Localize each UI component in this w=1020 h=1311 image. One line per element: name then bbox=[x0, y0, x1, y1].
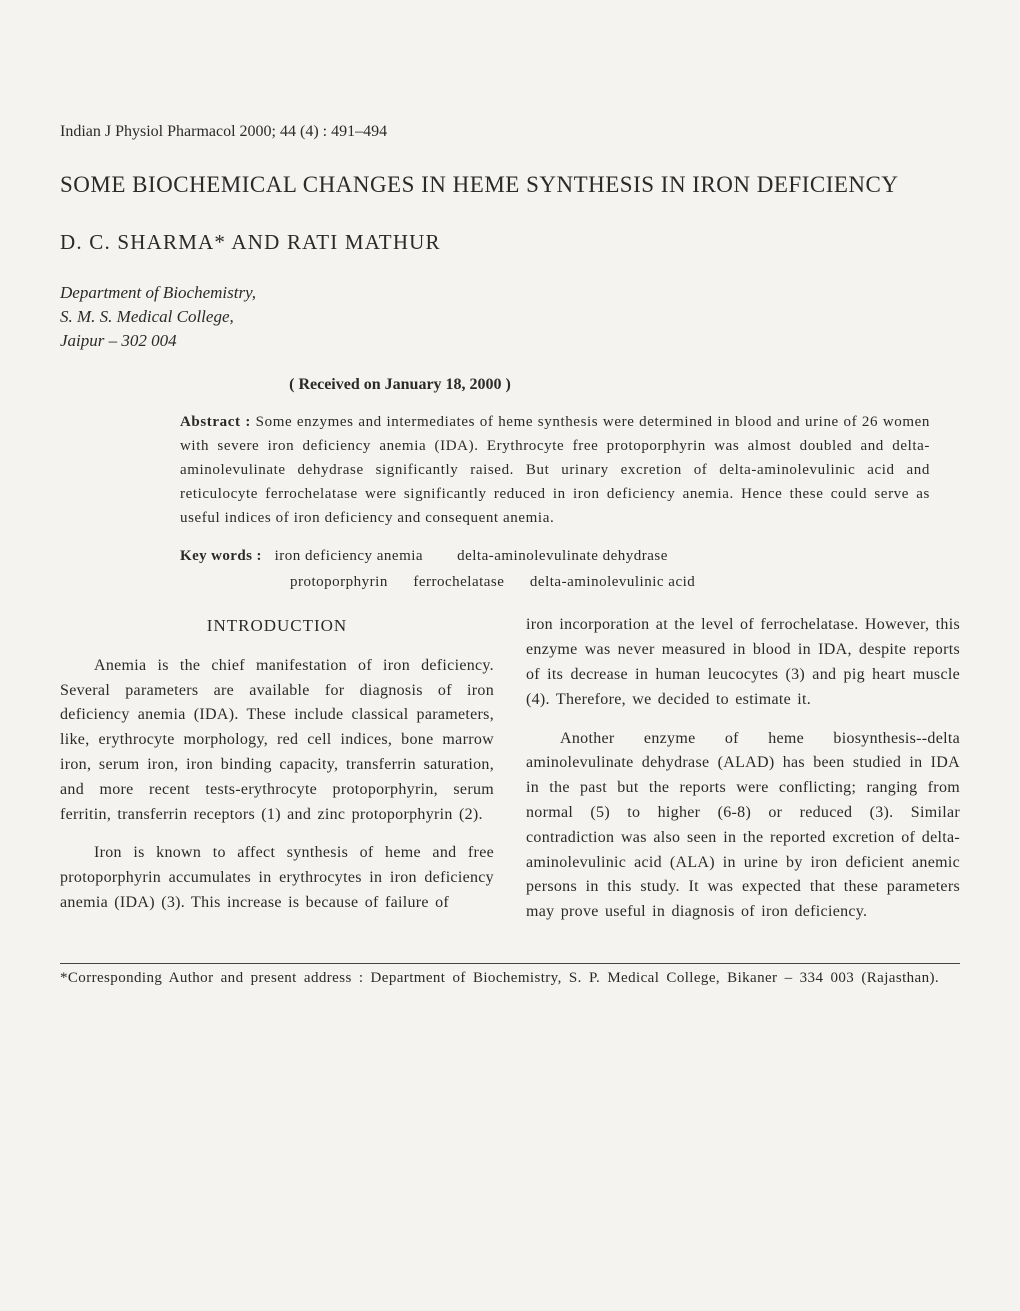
paragraph: iron incorporation at the level of ferro… bbox=[526, 613, 960, 712]
affiliation-line: Jaipur – 302 004 bbox=[60, 329, 960, 353]
paragraph: Anemia is the chief manifestation of iro… bbox=[60, 654, 494, 828]
paragraph: Iron is known to affect synthesis of hem… bbox=[60, 841, 494, 915]
article-title: SOME BIOCHEMICAL CHANGES IN HEME SYNTHES… bbox=[60, 169, 960, 200]
keywords-line2: protoporphyrin ferrochelatase delta-amin… bbox=[290, 570, 695, 596]
body-columns: INTRODUCTION Anemia is the chief manifes… bbox=[60, 613, 960, 939]
right-column: iron incorporation at the level of ferro… bbox=[526, 613, 960, 939]
paragraph: Another enzyme of heme biosynthesis--del… bbox=[526, 727, 960, 925]
abstract: Abstract : Some enzymes and intermediate… bbox=[180, 410, 930, 530]
abstract-text: Some enzymes and intermediates of heme s… bbox=[180, 414, 930, 526]
page: Indian J Physiol Pharmacol 2000; 44 (4) … bbox=[0, 0, 1020, 1311]
footnote-rule bbox=[60, 963, 960, 964]
corresponding-author-footnote: *Corresponding Author and present addres… bbox=[60, 970, 960, 987]
affiliation-line: Department of Biochemistry, bbox=[60, 281, 960, 305]
keywords: Key words : iron deficiency anemia delta… bbox=[180, 544, 930, 595]
section-heading-introduction: INTRODUCTION bbox=[60, 613, 494, 639]
affiliation-line: S. M. S. Medical College, bbox=[60, 305, 960, 329]
keywords-label: Key words : bbox=[180, 548, 262, 564]
authors: D. C. SHARMA* AND RATI MATHUR bbox=[60, 230, 960, 255]
affiliation: Department of Biochemistry, S. M. S. Med… bbox=[60, 281, 960, 352]
journal-reference: Indian J Physiol Pharmacol 2000; 44 (4) … bbox=[60, 123, 960, 141]
left-column: INTRODUCTION Anemia is the chief manifes… bbox=[60, 613, 494, 939]
keywords-line1: iron deficiency anemia delta-aminolevuli… bbox=[262, 548, 668, 564]
abstract-label: Abstract : bbox=[180, 414, 251, 430]
received-date: ( Received on January 18, 2000 ) bbox=[60, 376, 740, 394]
